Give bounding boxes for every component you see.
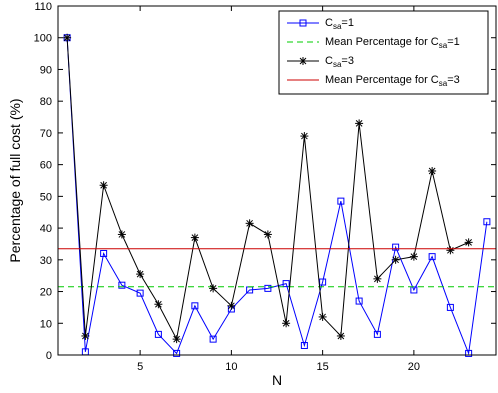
data-point <box>336 331 345 340</box>
legend-label: Mean Percentage for Csa=1 <box>325 36 460 50</box>
data-point <box>136 289 144 297</box>
data-point <box>300 341 308 349</box>
data-point <box>318 312 327 321</box>
data-point <box>464 238 473 247</box>
data-point <box>409 252 418 261</box>
y-tick-label: 10 <box>40 318 52 330</box>
data-point <box>428 166 437 175</box>
y-tick-label: 100 <box>34 33 52 45</box>
data-point <box>245 219 254 228</box>
axis-ticks: 0 10 20 30 40 50 60 70 80 90 100 110 5 10 15 20 <box>34 1 496 373</box>
legend-marker <box>299 57 307 65</box>
data-point <box>428 253 436 261</box>
data-point <box>118 281 126 289</box>
x-tick-label: 20 <box>408 361 420 373</box>
data-point <box>81 331 90 340</box>
y-tick-label: 0 <box>46 350 52 362</box>
data-point <box>391 255 400 264</box>
y-tick-label: 20 <box>40 287 52 299</box>
y-tick-label: 90 <box>40 64 52 76</box>
data-point <box>465 349 473 357</box>
x-tick-label: 10 <box>225 361 237 373</box>
data-point <box>337 197 345 205</box>
data-point <box>154 330 162 338</box>
data-point <box>117 230 126 239</box>
data-point <box>264 284 272 292</box>
data-point <box>355 119 364 128</box>
legend-label: Mean Percentage for Csa=3 <box>325 74 460 88</box>
data-point <box>190 233 199 242</box>
data-point <box>282 319 291 328</box>
y-tick-label: 50 <box>40 191 52 203</box>
data-point <box>154 300 163 309</box>
data-point <box>263 230 272 239</box>
y-tick-label: 60 <box>40 160 52 172</box>
data-point <box>392 243 400 251</box>
data-point <box>373 330 381 338</box>
data-point <box>300 132 309 141</box>
data-point <box>99 181 108 190</box>
data-point <box>446 303 454 311</box>
plot-area <box>58 33 496 357</box>
data-point <box>483 218 491 226</box>
data-point <box>209 335 217 343</box>
x-tick-label: 15 <box>317 361 329 373</box>
legend-label: Csa=3 <box>325 55 354 69</box>
data-point <box>172 335 181 344</box>
data-point <box>100 249 108 257</box>
x-axis-title: N <box>272 372 282 388</box>
data-point <box>191 302 199 310</box>
data-point <box>136 270 145 279</box>
y-tick-label: 40 <box>40 223 52 235</box>
data-point <box>209 284 218 293</box>
data-point <box>446 246 455 255</box>
data-point <box>173 349 181 357</box>
legend: Csa=1 Mean Percentage for Csa=1 Csa=3 Mean … <box>278 10 489 95</box>
legend-marker <box>299 19 307 27</box>
legend-label: Csa=1 <box>325 17 354 31</box>
y-tick-label: 70 <box>40 128 52 140</box>
y-tick-label: 110 <box>34 1 52 13</box>
y-tick-label: 30 <box>40 255 52 267</box>
data-point <box>63 33 72 42</box>
data-point <box>227 301 236 310</box>
data-point <box>319 278 327 286</box>
y-axis-title: Percentage of full cost (%) <box>7 98 23 262</box>
x-tick-label: 5 <box>137 361 143 373</box>
axes-frame <box>57 5 497 356</box>
data-point <box>282 280 290 288</box>
data-point <box>373 274 382 283</box>
data-point <box>355 297 363 305</box>
y-tick-label: 80 <box>40 96 52 108</box>
